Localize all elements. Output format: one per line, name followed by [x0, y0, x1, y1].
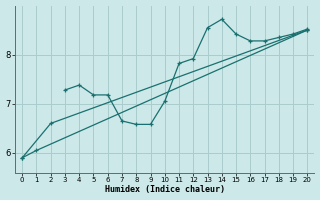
X-axis label: Humidex (Indice chaleur): Humidex (Indice chaleur) — [105, 185, 225, 194]
